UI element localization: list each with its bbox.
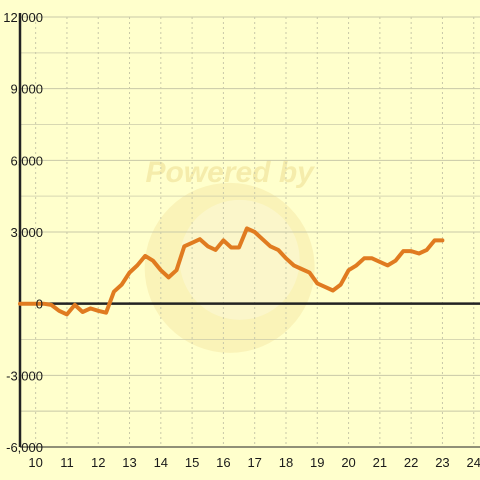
x-tick-label: 19 [310,455,324,470]
x-tick-label: 13 [122,455,136,470]
y-tick-label: 0 [36,297,43,312]
x-tick-label: 15 [185,455,199,470]
y-tick-label: -3,000 [6,368,43,383]
y-tick-label: 3,000 [10,225,43,240]
y-tick-label: 12,000 [3,10,43,25]
x-tick-label: 23 [435,455,449,470]
x-tick-label: 14 [154,455,168,470]
x-tick-label: 22 [404,455,418,470]
y-tick-label: -6,000 [6,440,43,455]
y-tick-label: 9,000 [10,82,43,97]
x-tick-label: 18 [279,455,293,470]
x-tick-label: 12 [91,455,105,470]
gridlines [20,16,480,448]
series-group [18,226,445,317]
watermark-logo-highlight [179,199,300,320]
x-tick-label: 21 [373,455,387,470]
watermark-logo [144,182,315,353]
x-tick-label: 20 [341,455,355,470]
watermark: Powered by [144,156,315,353]
x-tick-label: 16 [216,455,230,470]
tick-labels: -6,000 -3,000 0 3,000 6,000 9,000 12,000 10 11 12… [3,10,480,470]
x-tick-label: 24 [467,455,480,470]
series-line-0 [18,226,445,317]
x-tick-label: 17 [247,455,261,470]
axes [18,13,480,448]
x-tick-label: 10 [28,455,42,470]
watermark-text: Powered by [145,156,315,189]
y-tick-label: 6,000 [10,153,43,168]
x-tick-label: 11 [60,455,74,470]
